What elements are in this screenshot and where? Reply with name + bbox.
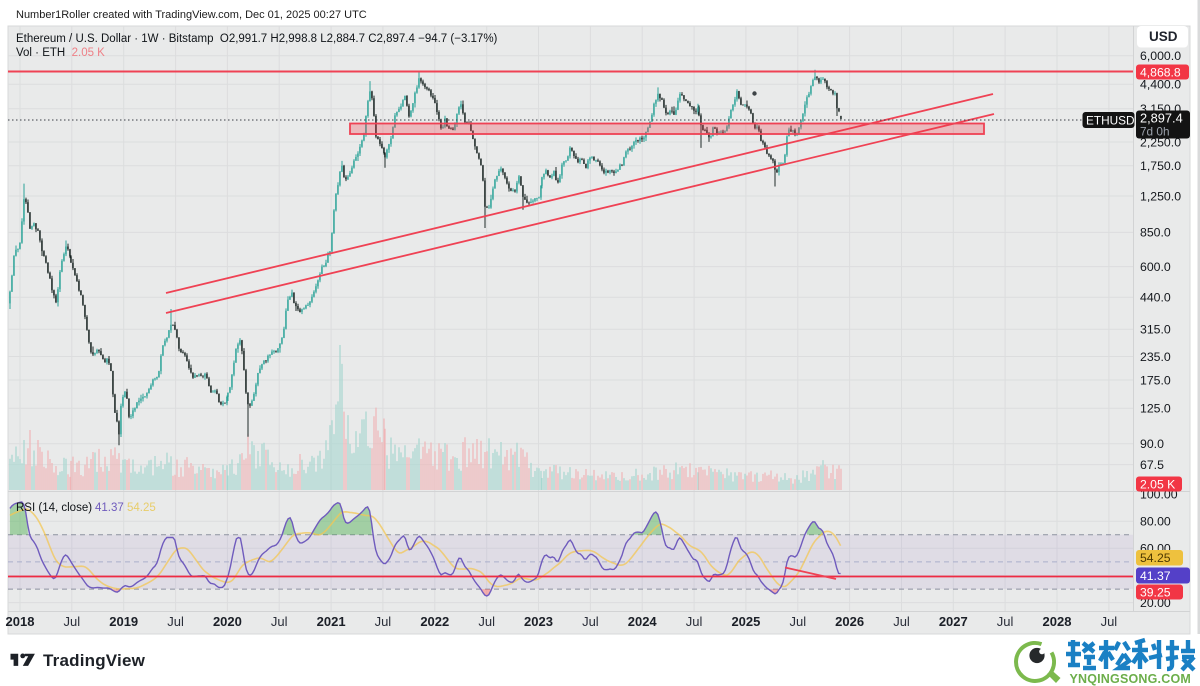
svg-text:2018: 2018 [6, 614, 35, 629]
svg-text:Jul: Jul [375, 614, 392, 629]
svg-text:1,250.0: 1,250.0 [1140, 189, 1181, 203]
svg-text:Jul: Jul [997, 614, 1014, 629]
svg-text:Jul: Jul [63, 614, 80, 629]
svg-text:235.0: 235.0 [1140, 350, 1171, 364]
svg-text:440.0: 440.0 [1140, 291, 1171, 305]
svg-text:Vol · ETH 2.05 K: Vol · ETH 2.05 K [16, 47, 105, 59]
svg-text:Number1Roller created with Tra: Number1Roller created with TradingView.c… [16, 9, 367, 21]
svg-text:2025: 2025 [731, 614, 760, 629]
svg-text:2027: 2027 [939, 614, 968, 629]
svg-text:2,250.0: 2,250.0 [1140, 135, 1181, 149]
svg-text:Jul: Jul [893, 614, 910, 629]
svg-text:7d 0h: 7d 0h [1140, 124, 1170, 138]
svg-text:2020: 2020 [213, 614, 242, 629]
svg-text:RSI (14, close): RSI (14, close) [16, 502, 92, 514]
svg-text:600.0: 600.0 [1140, 260, 1171, 274]
svg-text:2024: 2024 [628, 614, 658, 629]
svg-text:Jul: Jul [271, 614, 288, 629]
svg-text:175.0: 175.0 [1140, 373, 1171, 387]
svg-text:Ethereum / U.S. Dollar · 1W ·: Ethereum / U.S. Dollar · 1W · Bitstamp O… [16, 33, 498, 45]
svg-text:67.5: 67.5 [1140, 458, 1164, 472]
svg-text:YNQINGSONG.COM: YNQINGSONG.COM [1069, 672, 1191, 686]
svg-text:2022: 2022 [420, 614, 449, 629]
svg-text:39.25: 39.25 [1140, 586, 1171, 600]
svg-text:Jul: Jul [478, 614, 495, 629]
svg-text:41.37: 41.37 [95, 502, 124, 514]
svg-text:Jul: Jul [686, 614, 703, 629]
svg-text:80.00: 80.00 [1140, 515, 1171, 529]
svg-text:2026: 2026 [835, 614, 864, 629]
svg-text:2.05 K: 2.05 K [1140, 478, 1175, 492]
svg-text:41.37: 41.37 [1140, 569, 1171, 583]
svg-text:Jul: Jul [167, 614, 184, 629]
svg-text:2019: 2019 [109, 614, 138, 629]
svg-text:ETHUSD: ETHUSD [1086, 113, 1135, 127]
svg-text:USD: USD [1149, 29, 1178, 44]
svg-text:315.0: 315.0 [1140, 323, 1171, 337]
svg-text:Jul: Jul [789, 614, 806, 629]
svg-text:TradingView: TradingView [43, 651, 146, 670]
svg-text:54.25: 54.25 [1140, 551, 1171, 565]
svg-text:2,897.4: 2,897.4 [1140, 110, 1183, 125]
svg-text:2023: 2023 [524, 614, 553, 629]
svg-text:4,400.0: 4,400.0 [1140, 78, 1181, 92]
svg-text:54.25: 54.25 [127, 502, 156, 514]
svg-text:1,750.0: 1,750.0 [1140, 159, 1181, 173]
svg-text:850.0: 850.0 [1140, 226, 1171, 240]
svg-text:125.0: 125.0 [1140, 402, 1171, 416]
svg-text:Jul: Jul [582, 614, 599, 629]
svg-text:2021: 2021 [317, 614, 346, 629]
svg-text:4,868.8: 4,868.8 [1140, 66, 1181, 80]
svg-text:2028: 2028 [1043, 614, 1072, 629]
svg-text:Jul: Jul [1101, 614, 1118, 629]
svg-text:90.0: 90.0 [1140, 437, 1164, 451]
svg-text:6,000.0: 6,000.0 [1140, 49, 1181, 63]
